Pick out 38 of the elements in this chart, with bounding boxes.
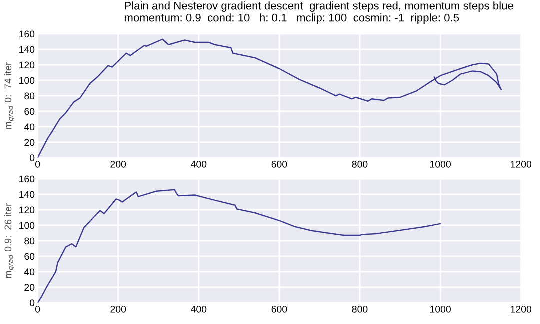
x-tick-label: 400: [191, 160, 207, 168]
y-tick-label: 160: [20, 176, 35, 183]
y-tick-label: 40: [24, 268, 35, 276]
y-tick-label: 160: [20, 30, 35, 38]
x-tick-label: 1200: [511, 160, 532, 168]
x-tick-label: 1000: [430, 160, 451, 168]
y-tick-label: 120: [20, 206, 35, 214]
x-tick-label: 1200: [511, 306, 532, 313]
x-tick-label: 200: [110, 160, 126, 168]
line-series: [38, 189, 442, 303]
x-tick-label: 0: [35, 160, 40, 168]
chart-subtitle: momentum: 0.9 cond: 10 h: 0.1 mclip: 100 cosmin: -1 ripple: 0.5: [124, 14, 460, 24]
y-tick-label: 0: [30, 300, 35, 307]
x-tick-label: 400: [191, 306, 207, 313]
x-tick-label: 600: [272, 306, 288, 313]
chart-title: Plain and Nesterov gradient descent gradient steps red, momentum steps blue: [125, 2, 514, 12]
y-tick-label: 60: [24, 253, 35, 260]
line-series: [38, 38, 502, 158]
y-tick-label: 140: [20, 191, 35, 198]
y-tick-label: 100: [20, 222, 35, 230]
y-tick-label: 80: [24, 238, 35, 245]
x-tick-label: 600: [272, 160, 288, 168]
y-axis-title: m$_{grad}$ 0: 74 iter: [4, 62, 15, 130]
x-tick-label: 0: [35, 306, 40, 313]
y-tick-label: 80: [24, 92, 35, 100]
y-tick-label: 120: [20, 62, 35, 69]
y-tick-label: 60: [24, 108, 35, 116]
x-tick-label: 800: [352, 160, 368, 168]
x-tick-label: 1000: [430, 306, 451, 313]
y-tick-label: 100: [20, 77, 35, 84]
y-tick-label: 140: [20, 46, 35, 54]
y-tick-label: 40: [24, 124, 35, 131]
x-tick-label: 800: [352, 306, 368, 313]
y-tick-label: 0: [30, 154, 35, 162]
x-tick-label: 200: [110, 306, 126, 313]
y-axis-title: m$_{grad}$ 0.9: 26 iter: [4, 203, 15, 278]
y-tick-label: 20: [24, 284, 35, 292]
y-tick-label: 20: [24, 139, 35, 146]
